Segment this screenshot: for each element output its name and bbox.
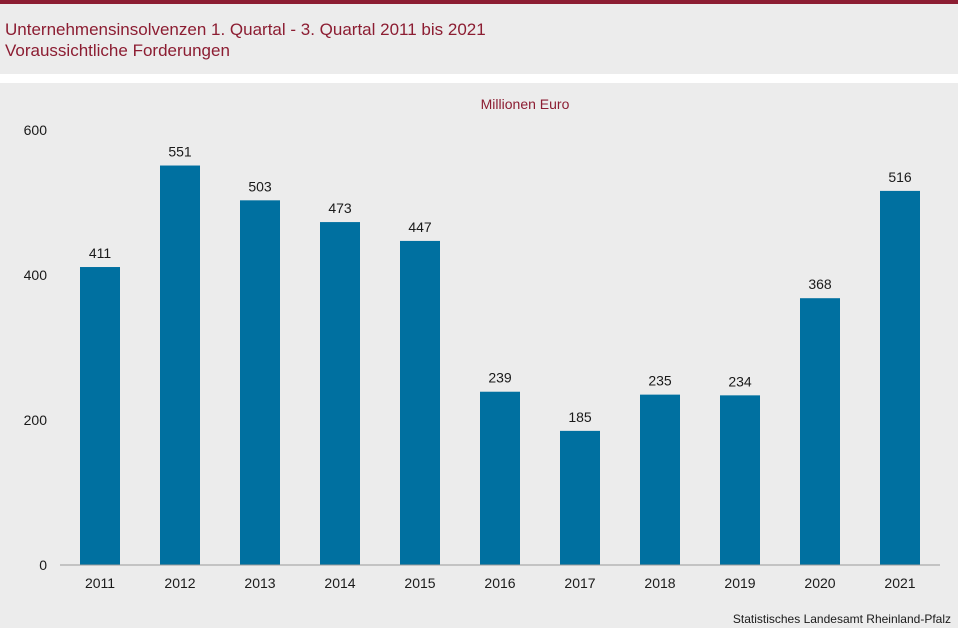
data-label-2015: 447 — [408, 219, 432, 235]
x-tick-label: 2017 — [564, 575, 595, 591]
data-label-2020: 368 — [808, 276, 832, 292]
y-tick-label: 0 — [39, 557, 47, 573]
bar-2013 — [240, 200, 280, 565]
bar-2015 — [400, 240, 440, 566]
bar-2014 — [320, 222, 360, 565]
data-label-2016: 239 — [488, 370, 512, 386]
x-tick-label: 2014 — [324, 575, 355, 591]
chart-header: Unternehmensinsolvenzen 1. Quartal - 3. … — [0, 4, 958, 74]
unit-label: Millionen Euro — [481, 96, 570, 112]
data-label-2012: 551 — [168, 144, 192, 160]
x-tick-label: 2018 — [644, 575, 675, 591]
y-tick-label: 400 — [24, 267, 48, 283]
bar-2017 — [560, 430, 600, 565]
data-label-2017: 185 — [568, 409, 592, 425]
y-tick-label: 200 — [24, 412, 48, 428]
bar-chart: Millionen Euro 0 200 400 600 411 551 503 473 44… — [24, 96, 940, 591]
bar-2020 — [800, 298, 840, 565]
x-axis-labels: 2011 2012 2013 2014 2015 2016 2017 2018 2019 2020… — [85, 575, 916, 591]
y-tick-label: 600 — [24, 122, 48, 138]
data-label-2011: 411 — [89, 245, 112, 261]
bar-2019 — [720, 395, 760, 565]
data-label-2014: 473 — [328, 200, 352, 216]
x-tick-label: 2016 — [484, 575, 515, 591]
bar-2016 — [480, 391, 520, 565]
bar-2021 — [880, 190, 920, 565]
data-label-2019: 234 — [728, 373, 752, 389]
chart-subtitle: Voraussichtliche Forderungen — [5, 41, 230, 60]
data-label-2013: 503 — [248, 178, 272, 194]
x-tick-label: 2020 — [804, 575, 835, 591]
bar-2011 — [80, 267, 120, 565]
x-tick-label: 2012 — [164, 575, 195, 591]
x-tick-label: 2015 — [404, 575, 435, 591]
data-label-2021: 516 — [888, 169, 912, 185]
bars: 411 551 503 473 447 239 185 235 234 368 516 — [80, 144, 920, 566]
x-tick-label: 2011 — [85, 575, 115, 591]
source-note: Statistisches Landesamt Rheinland-Pfalz — [732, 612, 951, 626]
x-tick-label: 2013 — [244, 575, 275, 591]
x-tick-label: 2021 — [884, 575, 915, 591]
bar-2018 — [640, 394, 680, 565]
chart-area: Millionen Euro 0 200 400 600 411 551 503 473 44… — [0, 83, 958, 628]
data-label-2018: 235 — [648, 373, 672, 389]
x-tick-label: 2019 — [724, 575, 755, 591]
y-axis-ticks: 0 200 400 600 — [24, 122, 48, 573]
chart-title: Unternehmensinsolvenzen 1. Quartal - 3. … — [5, 20, 486, 39]
header-separator — [0, 74, 958, 83]
top-accent-rule — [0, 0, 958, 4]
bar-2012 — [160, 165, 200, 565]
